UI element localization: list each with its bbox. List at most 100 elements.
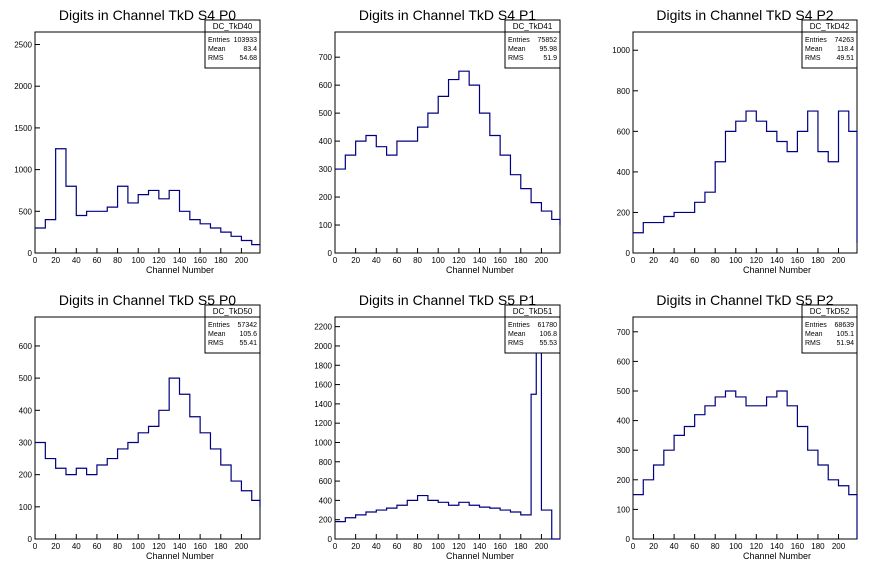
stats-value: 51.9 — [543, 55, 557, 62]
stats-label: RMS — [805, 55, 821, 62]
histogram-line — [35, 148, 260, 246]
y-tick-label: 100 — [319, 221, 333, 230]
x-tick-label: 120 — [452, 542, 466, 551]
stats-name: DC_TkD40 — [213, 22, 253, 31]
stats-label: Mean — [508, 331, 526, 338]
histogram-panel-5: Digits in Channel TkD S5 P2 Channel Numbe… — [617, 292, 858, 561]
y-tick-label: 2500 — [14, 41, 32, 50]
y-tick-label: 600 — [617, 127, 631, 136]
y-tick-label: 400 — [319, 496, 333, 505]
stats-label: Entries — [208, 322, 230, 329]
x-tick-label: 100 — [132, 542, 146, 551]
x-axis-label: Channel Number — [743, 551, 811, 561]
y-tick-label: 300 — [19, 438, 33, 447]
x-tick-label: 140 — [173, 256, 187, 265]
chart-title: Digits in Channel TkD S4 P1 — [359, 7, 536, 23]
stats-label: Mean — [208, 331, 226, 338]
histogram-line — [633, 110, 858, 243]
y-tick-label: 500 — [19, 374, 33, 383]
x-tick-label: 80 — [413, 542, 422, 551]
x-tick-label: 0 — [631, 542, 636, 551]
y-tick-label: 1000 — [314, 438, 332, 447]
x-tick-label: 20 — [51, 542, 60, 551]
y-tick-label: 1800 — [314, 361, 332, 370]
y-tick-label: 2000 — [14, 82, 32, 91]
stats-value: 118.4 — [837, 46, 854, 53]
x-tick-label: 180 — [811, 542, 825, 551]
y-tick-label: 600 — [319, 477, 333, 486]
x-tick-label: 40 — [372, 256, 381, 265]
y-tick-label: 1000 — [14, 166, 32, 175]
chart-title: Digits in Channel TkD S4 P2 — [656, 7, 833, 23]
x-tick-label: 160 — [193, 542, 207, 551]
stats-label: RMS — [508, 340, 524, 347]
stats-label: RMS — [805, 340, 821, 347]
x-tick-label: 160 — [193, 256, 207, 265]
x-tick-label: 180 — [514, 542, 528, 551]
y-tick-label: 200 — [617, 208, 631, 217]
x-tick-label: 100 — [432, 256, 446, 265]
x-tick-label: 180 — [811, 256, 825, 265]
chart-title: Digits in Channel TkD S5 P1 — [359, 292, 536, 308]
x-tick-label: 140 — [473, 256, 487, 265]
x-axis-label: Channel Number — [446, 265, 514, 275]
y-tick-label: 800 — [319, 458, 333, 467]
x-tick-label: 60 — [392, 542, 401, 551]
x-tick-label: 80 — [113, 542, 122, 551]
stats-label: RMS — [208, 55, 224, 62]
x-tick-label: 120 — [452, 256, 466, 265]
plot-frame — [34, 31, 261, 254]
y-tick-label: 0 — [626, 535, 631, 544]
stats-label: Entries — [805, 37, 827, 44]
stats-box: DC_TkD41 Entries 75852 Mean 95.98 RMS 51.9 — [504, 19, 561, 69]
x-axis-label: Channel Number — [743, 265, 811, 275]
stats-value: 95.98 — [539, 46, 557, 53]
x-tick-label: 140 — [770, 542, 784, 551]
stats-value: 103933 — [234, 37, 257, 44]
stats-label: RMS — [508, 55, 524, 62]
x-tick-label: 40 — [670, 256, 679, 265]
stats-name: DC_TkD41 — [513, 22, 553, 31]
x-tick-label: 80 — [413, 256, 422, 265]
x-tick-label: 20 — [351, 542, 360, 551]
y-tick-label: 400 — [19, 406, 33, 415]
y-tick-label: 700 — [617, 328, 631, 337]
stats-box-frame — [204, 19, 261, 69]
x-tick-label: 80 — [711, 256, 720, 265]
x-tick-label: 160 — [791, 542, 805, 551]
plot-frame — [632, 316, 858, 540]
y-tick-label: 0 — [28, 249, 33, 258]
x-tick-label: 180 — [214, 542, 228, 551]
x-tick-label: 40 — [670, 542, 679, 551]
y-tick-label: 200 — [19, 471, 33, 480]
y-tick-label: 600 — [19, 342, 33, 351]
y-tick-label: 0 — [28, 535, 33, 544]
x-tick-label: 0 — [333, 542, 338, 551]
y-tick-label: 0 — [328, 249, 333, 258]
stats-box: DC_TkD52 Entries 68639 Mean 105.1 RMS 51.94 — [801, 304, 858, 354]
x-tick-label: 20 — [649, 542, 658, 551]
x-tick-label: 100 — [132, 256, 146, 265]
y-tick-label: 600 — [319, 81, 333, 90]
x-tick-label: 160 — [493, 256, 507, 265]
stats-value: 54.68 — [239, 55, 257, 62]
y-tick-label: 100 — [19, 503, 33, 512]
y-tick-label: 800 — [617, 87, 631, 96]
x-tick-label: 100 — [729, 256, 743, 265]
x-tick-label: 200 — [235, 256, 249, 265]
stats-value: 55.41 — [239, 340, 257, 347]
x-tick-label: 60 — [92, 256, 101, 265]
y-tick-label: 2000 — [314, 342, 332, 351]
x-tick-label: 0 — [631, 256, 636, 265]
x-tick-label: 200 — [535, 256, 549, 265]
stats-box-frame — [504, 19, 561, 69]
stats-value: 105.6 — [239, 331, 257, 338]
stats-name: DC_TkD42 — [810, 22, 850, 31]
y-tick-label: 300 — [319, 165, 333, 174]
x-tick-label: 0 — [333, 256, 338, 265]
y-tick-label: 300 — [617, 446, 631, 455]
stats-value: 51.94 — [836, 340, 854, 347]
y-tick-label: 2200 — [314, 323, 332, 332]
x-tick-label: 0 — [33, 256, 38, 265]
stats-name: DC_TkD52 — [810, 307, 850, 316]
